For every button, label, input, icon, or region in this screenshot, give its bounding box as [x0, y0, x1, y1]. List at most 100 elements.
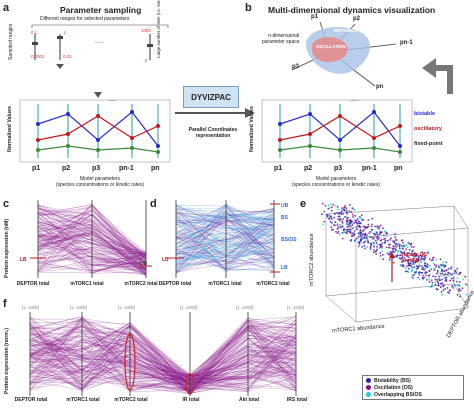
- panel-b-label: b: [245, 2, 252, 14]
- panel-f-axis-ir: IR total: [182, 397, 200, 403]
- dyvizpac-box: DYVIZPAC: [183, 86, 239, 108]
- panel-b-ylabel: Normalized Values: [249, 106, 255, 152]
- space-label-2: parameter space: [262, 39, 300, 45]
- range-tick-5: 1000: [141, 28, 151, 33]
- panel-c-label: c: [3, 198, 10, 210]
- space-axis-p3: p3: [292, 64, 300, 70]
- panel-d-bsos: BS/OS: [281, 237, 297, 243]
- parameter-space-graphic: [291, 21, 397, 87]
- panel-e-3d-scatter: [321, 202, 469, 323]
- f-range-3: [1, 1000]: [118, 305, 136, 310]
- panel-b-xcaption-2: (species concentrations or kinetic rates…: [291, 182, 381, 188]
- center-arrow: [175, 108, 255, 118]
- panel-a-param-dots: ......: [108, 97, 117, 103]
- panel-d-axis-mtorc1: mTORC1 total: [208, 281, 242, 287]
- panel-c-parallel-plot: [30, 200, 152, 278]
- space-axis-pn1: pn-1: [400, 40, 413, 46]
- legend-dot-os: [366, 385, 371, 390]
- legend-bistable: bistable: [414, 110, 436, 117]
- legend-label-os: Oscillation (OS): [374, 384, 413, 391]
- panel-a-label: a: [3, 2, 10, 14]
- range-tick-1: 0.1: [31, 30, 38, 35]
- panel-c-ylabel: Protein expression (nM): [4, 218, 10, 278]
- panel-f-axis-irs: IRS total: [286, 397, 308, 403]
- panel-f-axis-deptor: DEPTOR total: [14, 397, 48, 403]
- legend-oscillatory: oscillatory: [414, 125, 442, 132]
- panel-d-bs: BS: [281, 215, 288, 221]
- panel-b-xcaption-1: Model parameters: [315, 176, 357, 182]
- f-range-4: [1, 1000]: [180, 305, 198, 310]
- panel-c-axis-mtorc2: mTORC2 total: [124, 281, 158, 287]
- range-tick-4: 0.01: [63, 54, 72, 59]
- center-caption-2: representation: [195, 133, 231, 139]
- panel-b-legend: bistable oscillatory fixed-point: [414, 110, 443, 147]
- panel-a-xcaption-2: (species concentrations or kinetic rates…: [55, 182, 145, 188]
- panel-b-parallel-plot: [261, 99, 413, 163]
- f-range-5: [1, 1000]: [236, 305, 254, 310]
- legend-fixed-point: fixed-point: [414, 140, 443, 147]
- legend-label-overlap: Overlapping BS/OS: [374, 391, 422, 398]
- f-range-2: [1, 1000]: [70, 305, 88, 310]
- legend-row-bs: Bistability (BS): [363, 377, 463, 384]
- panel-e-z-label: mTORC2 abundance: [309, 233, 315, 286]
- panel-c-axis-mtorc1: mTORC1 total: [70, 281, 104, 287]
- panel-b-param-2: p2: [304, 165, 313, 172]
- panel-f-axis-akt: Akt total: [239, 397, 259, 403]
- panel-d-axis-deptor: DEPTOR total: [158, 281, 192, 287]
- f-range-6: [1, 1000]: [287, 305, 305, 310]
- panel-a-param-3: p3: [92, 165, 101, 172]
- panel-a-param-1: p1: [32, 165, 41, 172]
- panel-f-axis-mtorc2: mTORC2 total: [114, 397, 148, 403]
- panel-a-xcaption-1: Model parameters: [79, 176, 121, 182]
- panel-d-label: d: [150, 198, 157, 210]
- sampled-ranges-graphic: [31, 24, 169, 69]
- panel-a-parallel-plot: [19, 92, 171, 163]
- panel-b-title: Multi-dimensional dynamics visualization: [268, 5, 436, 15]
- panel-a-title: Parameter sampling: [60, 5, 142, 15]
- panel-e-annotation-2: and BS: [402, 258, 420, 264]
- range-tick-6: 0: [145, 58, 148, 63]
- panel-f-parallel-plot: [29, 312, 297, 396]
- panel-f-ylabel: Protein expression (norm.): [4, 327, 10, 394]
- ranges-caption: Different ranges for selected parameters: [40, 16, 130, 22]
- panel-e-annotation-1: reduce OS: [402, 252, 428, 258]
- space-axis-p1: p1: [311, 14, 319, 20]
- sets-label: Large number of sets (i.e. tens of 000s): [156, 0, 161, 58]
- legend-label-bs: Bistability (BS): [374, 377, 411, 384]
- panel-d-axis-mtorc2: mTORC2 total: [256, 281, 290, 287]
- panel-a-ylabel: Normalized Values: [7, 106, 13, 152]
- panel-b-param-3: p3: [334, 165, 343, 172]
- panel-a-param-2: p2: [62, 165, 71, 172]
- panel-e-label: e: [300, 198, 307, 210]
- panel-f-label: f: [3, 298, 7, 310]
- f-range-1: [1, 1000]: [22, 305, 40, 310]
- panel-f-axis-mtorc1: mTORC1 total: [66, 397, 100, 403]
- panel-a-param-4: pn-1: [119, 165, 134, 172]
- panel-b-param-dots: ......: [350, 97, 359, 103]
- space-label-1: n-dimensional: [268, 33, 300, 39]
- region-label-bistability: BISTABILITY: [334, 28, 361, 33]
- sampled-ranges-label: Sampled ranges: [8, 23, 14, 60]
- feedback-arrow: [422, 58, 453, 94]
- legend-row-os: Oscillation (OS): [363, 384, 463, 391]
- range-tick-3: 1: [63, 30, 66, 35]
- panel-b-param-4: pn-1: [362, 165, 377, 172]
- legend-row-overlap: Overlapping BS/OS: [363, 391, 463, 398]
- region-label-oscillation: OSCILLATION: [316, 44, 346, 49]
- panel-c-ub: UB: [140, 261, 148, 267]
- legend-dot-overlap: [366, 392, 371, 397]
- legend-dot-bs: [366, 378, 371, 383]
- ranges-dots: ......: [95, 39, 104, 45]
- panel-d-parallel-plot: [168, 200, 280, 278]
- panel-d-lb: LB: [162, 257, 169, 263]
- panel-d-lb-right: LB: [281, 265, 288, 271]
- panel-b-param-5: pn: [394, 165, 403, 172]
- panel-d-ub: UB: [281, 203, 289, 209]
- panel-a-param-5: pn: [151, 165, 160, 172]
- panel-c-lb: LB: [20, 257, 27, 263]
- space-axis-pn: pn: [376, 84, 384, 90]
- space-axis-p2: p2: [353, 16, 361, 22]
- range-tick-2: 0.0001: [31, 54, 45, 59]
- panel-b-param-1: p1: [274, 165, 283, 172]
- panel-e-legend: Bistability (BS) Oscillation (OS) Overla…: [362, 375, 464, 400]
